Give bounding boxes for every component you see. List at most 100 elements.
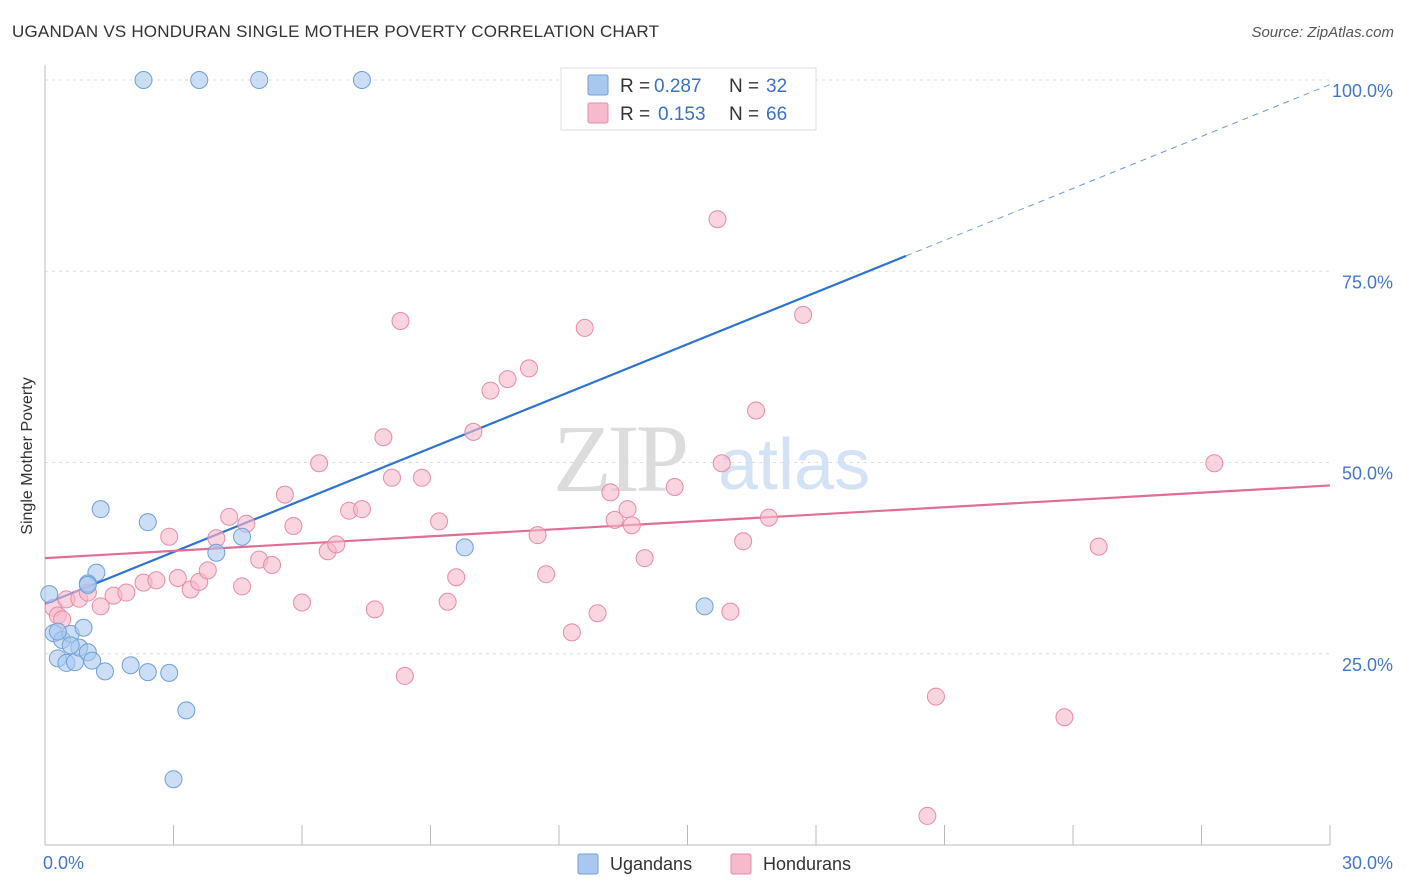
point-ugandans-2 [250,71,269,89]
point-hondurans-36 [438,592,457,611]
point-ugandans-18 [74,618,93,637]
point-hondurans-51 [635,549,654,568]
point-hondurans-33 [395,666,414,685]
legend-r-label-hondurans: R = [620,104,650,125]
point-hondurans-54 [712,454,731,473]
legend-swatch-hondurans [587,102,609,124]
chart-title: UGANDAN VS HONDURAN SINGLE MOTHER POVERT… [12,22,660,41]
point-hondurans-60 [926,687,945,706]
point-hondurans-23 [293,593,311,612]
y-tick-label-75: 75.0% [1342,272,1393,292]
point-ugandans-7 [207,543,226,562]
point-hondurans-58 [759,508,778,527]
point-ugandans-3 [352,71,371,89]
point-hondurans-46 [588,604,607,623]
point-hondurans-38 [464,422,483,441]
point-ugandans-26 [164,770,183,789]
point-hondurans-42 [528,526,547,545]
bottom-legend-swatch-hondurans [730,853,752,875]
y-tick-label-100: 100.0% [1332,81,1393,101]
grid-lines [45,79,1330,655]
point-hondurans-62 [1055,708,1074,727]
point-hondurans-53 [708,210,727,229]
point-hondurans-41 [520,359,539,378]
point-hondurans-49 [618,500,637,519]
point-hondurans-61 [918,806,937,825]
watermark-atlas: atlas [718,425,870,505]
trend-line-hondurans [44,484,1331,560]
point-hondurans-31 [382,468,401,487]
point-hondurans-10 [160,527,179,546]
point-hondurans-47 [601,483,620,502]
point-hondurans-7 [117,583,136,602]
legend-box: R = 0.287 N = 32 R = 0.153 N = 66 [560,67,817,131]
point-hondurans-63 [1089,537,1108,556]
point-hondurans-21 [275,485,294,504]
point-ugandans-6 [138,513,157,532]
point-hondurans-9 [147,571,166,590]
legend-n-label-hondurans: N = [729,104,759,125]
legend-r-value-ugandans: 0.287 [654,76,702,97]
point-hondurans-48 [605,510,624,529]
point-ugandans-1 [190,71,209,89]
point-hondurans-50 [622,516,641,535]
point-ugandans-28 [695,597,714,616]
trend-line-ugandans-extension [905,84,1331,257]
point-hondurans-59 [794,305,813,324]
point-hondurans-24 [310,454,329,473]
point-hondurans-56 [734,532,753,551]
point-hondurans-37 [447,568,466,587]
legend-n-value-ugandans: 32 [766,76,787,97]
y-tick-label-25: 25.0% [1342,655,1393,675]
point-hondurans-14 [198,561,217,580]
x-tick-label-max: 30.0% [1342,853,1393,873]
point-hondurans-43 [537,565,556,584]
point-hondurans-52 [665,477,684,496]
legend-n-label-ugandans: N = [729,76,759,97]
axes: 25.0% 50.0% 75.0% 100.0% 0.0% 30.0% [43,65,1393,873]
point-hondurans-57 [747,401,766,420]
point-ugandans-30 [48,622,67,641]
point-ugandans-21 [95,662,114,681]
legend-r-label-ugandans: R = [620,76,650,97]
point-hondurans-34 [412,468,431,487]
bottom-legend: Ugandans Hondurans [577,853,851,875]
point-ugandans-25 [177,701,196,720]
point-hondurans-35 [430,512,449,531]
point-hondurans-5 [91,597,110,616]
bottom-legend-label-ugandans: Ugandans [610,854,692,874]
x-tick-label-min: 0.0% [43,853,84,873]
point-ugandans-4 [40,585,59,604]
point-hondurans-29 [365,600,384,619]
legend-swatch-ugandans [587,74,609,96]
point-hondurans-28 [352,500,371,519]
point-ugandans-5 [91,500,110,519]
point-hondurans-20 [263,556,282,575]
point-hondurans-22 [284,516,303,535]
legend-r-value-hondurans: 0.153 [658,104,706,125]
bottom-legend-swatch-ugandans [577,853,599,875]
point-hondurans-44 [562,623,581,642]
watermark: ZIP atlas [553,405,870,512]
point-ugandans-31 [78,575,97,594]
point-hondurans-55 [721,602,740,621]
legend-n-value-hondurans: 66 [766,104,787,125]
point-hondurans-30 [374,428,393,447]
point-ugandans-20 [83,651,102,670]
point-ugandans-29 [61,636,80,655]
point-hondurans-11 [168,569,187,588]
source-credit: Source: ZipAtlas.com [1251,24,1394,41]
point-hondurans-45 [575,318,594,337]
point-ugandans-24 [160,663,179,682]
bottom-legend-label-hondurans: Hondurans [763,854,851,874]
point-ugandans-0 [134,71,153,89]
point-hondurans-26 [327,535,346,554]
point-hondurans-32 [391,311,410,330]
point-hondurans-16 [220,507,239,526]
point-ugandans-8 [233,527,252,546]
point-hondurans-17 [233,577,252,596]
point-hondurans-64 [1205,454,1224,473]
point-ugandans-23 [138,663,157,682]
point-hondurans-39 [481,381,500,400]
